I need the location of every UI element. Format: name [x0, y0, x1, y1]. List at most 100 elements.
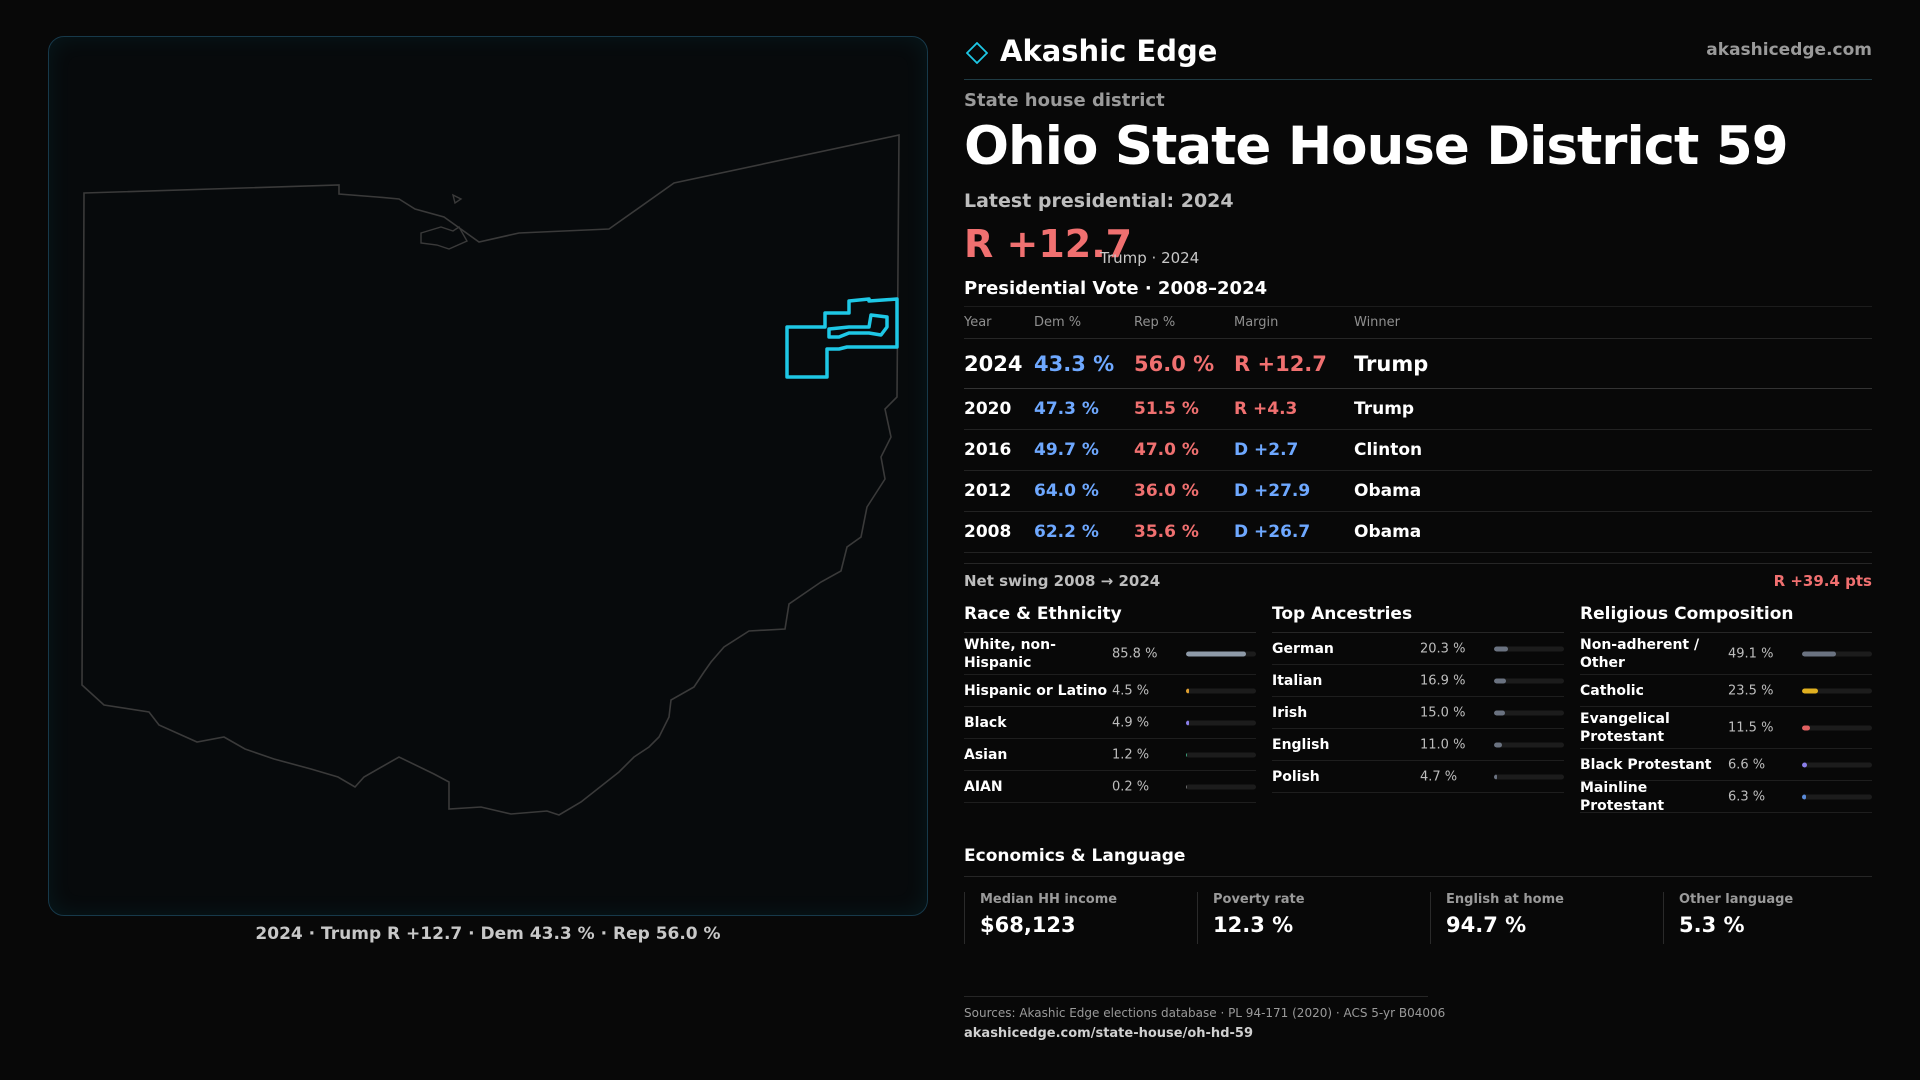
row-rep: 56.0 %	[1134, 338, 1234, 389]
bar-fill	[1494, 710, 1505, 715]
row-year: 2008	[964, 511, 1034, 553]
item-value: 85.8 %	[1112, 646, 1158, 661]
vote-table-header: Year Dem % Rep % Margin Winner	[964, 306, 1872, 339]
bar-track	[1186, 651, 1256, 656]
row-dem: 47.3 %	[1034, 388, 1134, 430]
vote-table: Year Dem % Rep % Margin Winner 2024 43.3…	[964, 306, 1872, 553]
divider	[964, 996, 1428, 997]
row-margin: D +2.7	[1234, 429, 1354, 471]
bar-fill	[1802, 688, 1819, 693]
bar-fill	[1186, 651, 1247, 656]
district-59-highlight[interactable]	[785, 297, 899, 379]
religion-section: Religious Composition Non-adherent / Oth…	[1580, 600, 1872, 814]
bar-fill	[1186, 720, 1190, 725]
col-winner: Winner	[1354, 306, 1872, 339]
row-margin: R +12.7	[1234, 338, 1354, 389]
list-item: Black Protestant 6.6 %	[1580, 749, 1872, 781]
item-label: Evangelical Protestant	[1580, 710, 1670, 745]
bar-track	[1186, 752, 1256, 757]
row-dem: 43.3 %	[1034, 338, 1134, 389]
item-value: 11.5 %	[1728, 720, 1774, 735]
item-value: 1.2 %	[1112, 747, 1150, 762]
map-panel[interactable]	[48, 36, 928, 916]
bar-track	[1802, 651, 1872, 656]
bar-fill	[1802, 762, 1807, 767]
table-row: 2008 62.2 % 35.6 % D +26.7 Obama	[964, 511, 1872, 553]
section-title: Top Ancestries	[1272, 600, 1564, 633]
economics-title: Economics & Language	[964, 846, 1186, 866]
bar-fill	[1802, 794, 1807, 799]
row-year: 2012	[964, 470, 1034, 512]
brand-url[interactable]: akashicedge.com	[1706, 40, 1872, 60]
table-row: 2012 64.0 % 36.0 % D +27.9 Obama	[964, 470, 1872, 512]
item-value: 0.2 %	[1112, 779, 1150, 794]
item-label: Black Protestant	[1580, 756, 1712, 773]
brand-name[interactable]: Akashic Edge	[1000, 34, 1218, 68]
divider	[964, 876, 1872, 877]
list-item: English 11.0 %	[1272, 729, 1564, 761]
row-winner: Trump	[1354, 388, 1872, 430]
bar-track	[1802, 762, 1872, 767]
item-value: 11.0 %	[1420, 737, 1466, 752]
item-label: English	[1272, 736, 1330, 753]
item-value: 20.3 %	[1420, 641, 1466, 656]
bar-track	[1494, 742, 1564, 747]
bar-fill	[1494, 646, 1509, 651]
bar-fill	[1802, 651, 1837, 656]
state-map[interactable]	[49, 37, 928, 916]
bar-fill	[1186, 784, 1188, 789]
econ-value: $68,123	[980, 913, 1076, 937]
bar-track	[1494, 774, 1564, 779]
item-label: Non-adherent / Other	[1580, 636, 1700, 671]
list-item: Hispanic or Latino 4.5 %	[964, 675, 1256, 707]
econ-card-other-language: Other language 5.3 %	[1663, 892, 1877, 944]
bar-fill	[1802, 725, 1811, 730]
item-label: Polish	[1272, 768, 1320, 785]
map-caption: 2024 · Trump R +12.7 · Dem 43.3 % · Rep …	[255, 924, 721, 944]
lake-islands	[420, 193, 468, 250]
item-value: 4.5 %	[1112, 683, 1150, 698]
bar-fill	[1186, 752, 1188, 757]
latest-presidential-label: Latest presidential: 2024	[964, 190, 1234, 212]
item-label: AIAN	[964, 778, 1003, 795]
list-item: Polish 4.7 %	[1272, 761, 1564, 793]
row-dem: 49.7 %	[1034, 429, 1134, 471]
bar-fill	[1494, 742, 1502, 747]
table-row: 2024 43.3 % 56.0 % R +12.7 Trump	[964, 338, 1872, 389]
row-dem: 64.0 %	[1034, 470, 1134, 512]
list-item: AIAN 0.2 %	[964, 771, 1256, 803]
econ-label: English at home	[1446, 892, 1564, 907]
bar-track	[1186, 784, 1256, 789]
bar-fill	[1186, 688, 1190, 693]
list-item: Evangelical Protestant 11.5 %	[1580, 707, 1872, 749]
row-dem: 62.2 %	[1034, 511, 1134, 553]
bar-track	[1802, 725, 1872, 730]
col-year: Year	[964, 306, 1034, 339]
item-label: Italian	[1272, 672, 1323, 689]
item-label: German	[1272, 640, 1334, 657]
item-value: 49.1 %	[1728, 646, 1774, 661]
econ-label: Poverty rate	[1213, 892, 1305, 907]
sources-text: Sources: Akashic Edge elections database…	[964, 1006, 1446, 1020]
source-url-link[interactable]: akashicedge.com/state-house/oh-hd-59	[964, 1026, 1253, 1041]
list-item: Non-adherent / Other 49.1 %	[1580, 633, 1872, 675]
net-swing-value: R +39.4 pts	[1773, 572, 1872, 590]
item-value: 6.3 %	[1728, 789, 1766, 804]
vote-table-title: Presidential Vote · 2008–2024	[964, 278, 1268, 299]
col-rep: Rep %	[1134, 306, 1234, 339]
col-margin: Margin	[1234, 306, 1354, 339]
econ-card-poverty: Poverty rate 12.3 %	[1197, 892, 1411, 944]
bar-fill	[1494, 774, 1498, 779]
row-winner: Obama	[1354, 511, 1872, 553]
econ-label: Median HH income	[980, 892, 1118, 907]
bar-fill	[1494, 678, 1506, 683]
bar-track	[1802, 794, 1872, 799]
race-ethnicity-section: Race & Ethnicity White, non-Hispanic 85.…	[964, 600, 1256, 803]
item-value: 16.9 %	[1420, 673, 1466, 688]
row-winner: Clinton	[1354, 429, 1872, 471]
bar-track	[1494, 678, 1564, 683]
net-swing-label: Net swing 2008 → 2024	[964, 572, 1161, 590]
item-value: 23.5 %	[1728, 683, 1774, 698]
item-label: Asian	[964, 746, 1008, 763]
page-title: Ohio State House District 59	[964, 116, 1789, 177]
